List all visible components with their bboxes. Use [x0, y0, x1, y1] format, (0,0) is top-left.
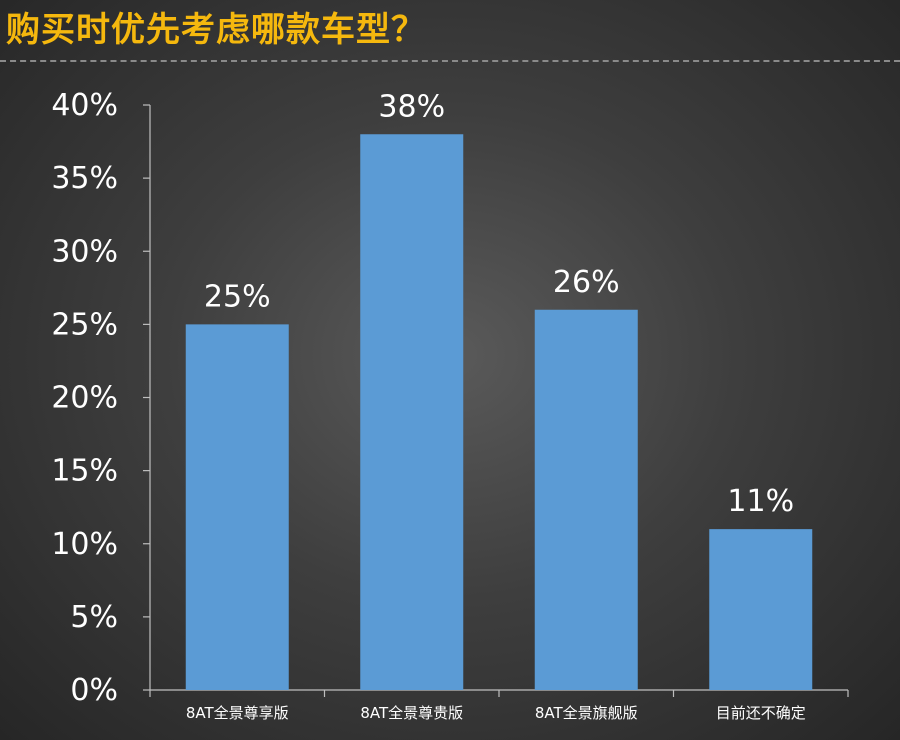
bar	[185, 324, 289, 690]
y-tick-label: 5%	[70, 600, 118, 635]
y-tick-label: 15%	[51, 454, 118, 489]
x-tick-label: 8AT全景尊享版	[186, 704, 289, 722]
data-label: 25%	[204, 279, 271, 314]
page-title: 购买时优先考虑哪款车型？	[6, 10, 426, 50]
y-tick-label: 20%	[51, 381, 118, 416]
bar	[360, 134, 464, 690]
data-label: 38%	[378, 89, 445, 124]
y-tick-label: 0%	[70, 673, 118, 708]
x-axis: 8AT全景尊享版 8AT全景尊贵版 8AT全景旗舰版 目前还不确定	[149, 689, 849, 722]
title-divider	[0, 60, 900, 62]
x-tick-label: 8AT全景尊贵版	[360, 704, 463, 722]
bar-series	[185, 134, 813, 690]
x-tick-label: 目前还不确定	[716, 704, 806, 722]
y-tick-label: 25%	[51, 307, 118, 342]
y-tick-label: 40%	[51, 88, 118, 123]
y-tick-label: 35%	[51, 161, 118, 196]
y-tick-label: 10%	[51, 527, 118, 562]
bar	[709, 529, 813, 690]
bar	[534, 309, 638, 690]
x-tick-label: 8AT全景旗舰版	[535, 704, 638, 722]
data-label: 26%	[553, 265, 620, 300]
y-tick-label: 30%	[51, 234, 118, 269]
value-labels: 25% 38% 26% 11%	[204, 89, 794, 519]
data-label: 11%	[727, 484, 794, 519]
y-axis: 0% 5% 10% 15% 20% 25% 30% 35% 40%	[51, 88, 151, 708]
